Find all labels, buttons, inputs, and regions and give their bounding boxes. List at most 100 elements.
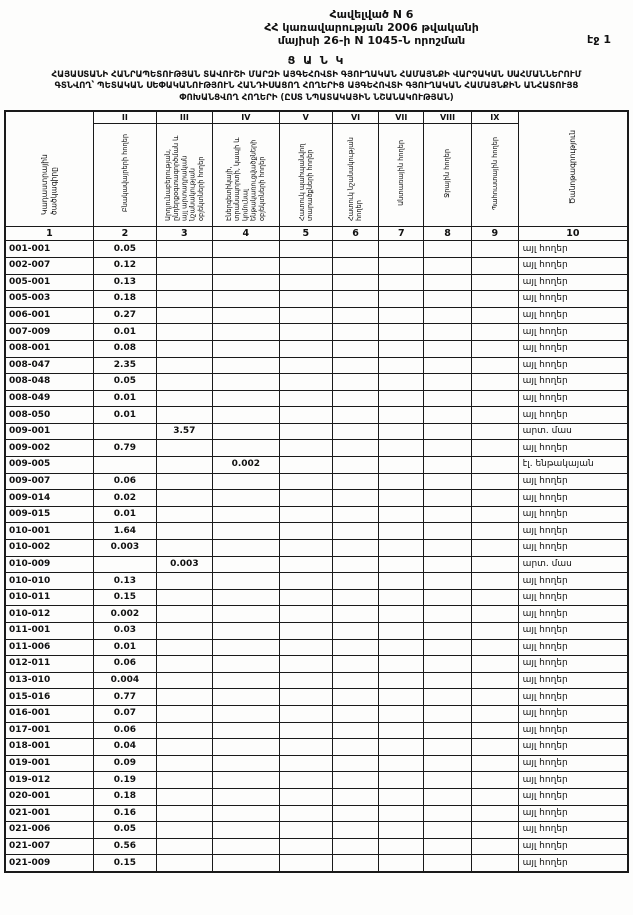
area-value-cell — [470, 240, 519, 258]
table-row: 009-007 0.06 այլ հողեր — [4, 472, 629, 491]
area-value-cell — [155, 389, 213, 408]
table-row: 021-007 0.56 այլ հողեր — [4, 837, 629, 856]
area-value-cell — [278, 837, 333, 856]
area-value-cell — [278, 240, 333, 258]
area-value-cell — [378, 555, 425, 574]
area-value-cell — [331, 588, 380, 607]
area-value-cell — [211, 240, 280, 258]
note-cell: այլ հողեր — [517, 572, 629, 590]
area-value-cell: 0.77 — [92, 688, 157, 706]
area-value-cell: 0.18 — [92, 290, 157, 308]
area-value-cell — [331, 422, 380, 441]
area-value-cell: 0.05 — [92, 373, 157, 391]
area-value-cell — [331, 572, 380, 590]
area-value-cell — [378, 721, 425, 740]
area-value-cell — [211, 704, 280, 723]
area-value-cell — [470, 505, 519, 524]
table-row: 009-015 0.01 այլ հողեր — [4, 505, 629, 524]
area-value-cell — [278, 738, 333, 756]
table-row: 008-050 0.01 այլ հողեր — [4, 406, 629, 424]
cadastral-code-cell: 011-006 — [4, 638, 94, 657]
area-value-cell — [211, 422, 280, 441]
cadastral-code-cell: 002-007 — [4, 256, 94, 275]
area-value-cell — [470, 854, 519, 873]
area-value-cell — [423, 256, 472, 275]
roman-numeral-IV: IV — [211, 110, 280, 125]
area-value-cell — [470, 771, 519, 789]
column-number: 3 — [155, 226, 213, 242]
area-value-cell — [278, 290, 333, 308]
area-value-cell: 0.04 — [92, 738, 157, 756]
area-value-cell — [155, 721, 213, 740]
table-row: 010-011 0.15 այլ հողեր — [4, 588, 629, 607]
area-value-cell — [470, 356, 519, 375]
area-value-cell — [378, 356, 425, 375]
area-value-cell — [423, 439, 472, 458]
area-value-cell — [423, 738, 472, 756]
area-value-cell — [155, 854, 213, 873]
area-value-cell — [155, 655, 213, 673]
area-value-cell — [155, 688, 213, 706]
roman-numeral-II: II — [92, 110, 157, 125]
table-row: 019-012 0.19 այլ հողեր — [4, 771, 629, 789]
area-value-cell — [423, 622, 472, 640]
area-value-cell — [378, 854, 425, 873]
cadastral-code-cell: 020-001 — [4, 787, 94, 806]
area-value-cell: 0.16 — [92, 804, 157, 823]
column-number: 10 — [517, 226, 629, 242]
note-cell: արտ. մաս — [517, 555, 629, 574]
area-value-cell — [211, 406, 280, 424]
table-row: 008-049 0.01 այլ հողեր — [4, 389, 629, 408]
area-value-cell: 0.002 — [211, 456, 280, 474]
area-value-cell — [155, 356, 213, 375]
column-number: 1 — [4, 226, 94, 242]
area-value-cell — [155, 489, 213, 507]
area-value-cell — [331, 854, 380, 873]
area-value-cell — [278, 323, 333, 341]
area-value-cell — [470, 439, 519, 458]
area-value-cell — [331, 439, 380, 458]
area-value-cell — [155, 572, 213, 590]
area-value-cell — [423, 771, 472, 789]
area-value-cell: 0.003 — [155, 555, 213, 574]
area-value-cell: 2.35 — [92, 356, 157, 375]
area-value-cell — [211, 588, 280, 607]
cadastral-code-cell: 010-009 — [4, 555, 94, 574]
note-cell: այլ հողեր — [517, 522, 629, 541]
area-value-cell — [331, 605, 380, 623]
area-value-cell — [423, 306, 472, 325]
area-value-cell — [211, 339, 280, 358]
area-value-cell — [278, 406, 333, 424]
area-value-cell — [211, 389, 280, 408]
area-value-cell — [278, 489, 333, 507]
area-value-cell — [278, 256, 333, 275]
area-value-cell — [331, 389, 380, 408]
column-header-infrastructure-lands: Էներգետիկայի, տրանսպորտի, կապի և կոմունա… — [211, 123, 280, 228]
area-value-cell: 0.13 — [92, 273, 157, 292]
area-value-cell — [470, 837, 519, 856]
area-value-cell — [470, 306, 519, 325]
note-cell: այլ հողեր — [517, 406, 629, 424]
area-value-cell — [470, 522, 519, 541]
roman-numeral-VIII: VIII — [423, 110, 472, 125]
column-number: 9 — [470, 226, 519, 242]
area-value-cell — [378, 704, 425, 723]
area-value-cell — [278, 572, 333, 590]
area-value-cell — [155, 837, 213, 856]
area-value-cell — [211, 671, 280, 690]
area-value-cell — [378, 256, 425, 275]
roman-numeral-III: III — [155, 110, 213, 125]
area-value-cell — [423, 837, 472, 856]
column-number: 8 — [423, 226, 472, 242]
roman-numeral-VI: VI — [331, 110, 380, 125]
area-value-cell — [155, 821, 213, 839]
area-value-cell — [278, 356, 333, 375]
area-value-cell — [211, 837, 280, 856]
area-value-cell — [155, 306, 213, 325]
area-value-cell — [155, 754, 213, 773]
area-value-cell — [470, 555, 519, 574]
area-value-cell — [331, 240, 380, 258]
area-value-cell: 0.12 — [92, 256, 157, 275]
cadastral-code-cell: 008-047 — [4, 356, 94, 375]
area-value-cell — [423, 522, 472, 541]
